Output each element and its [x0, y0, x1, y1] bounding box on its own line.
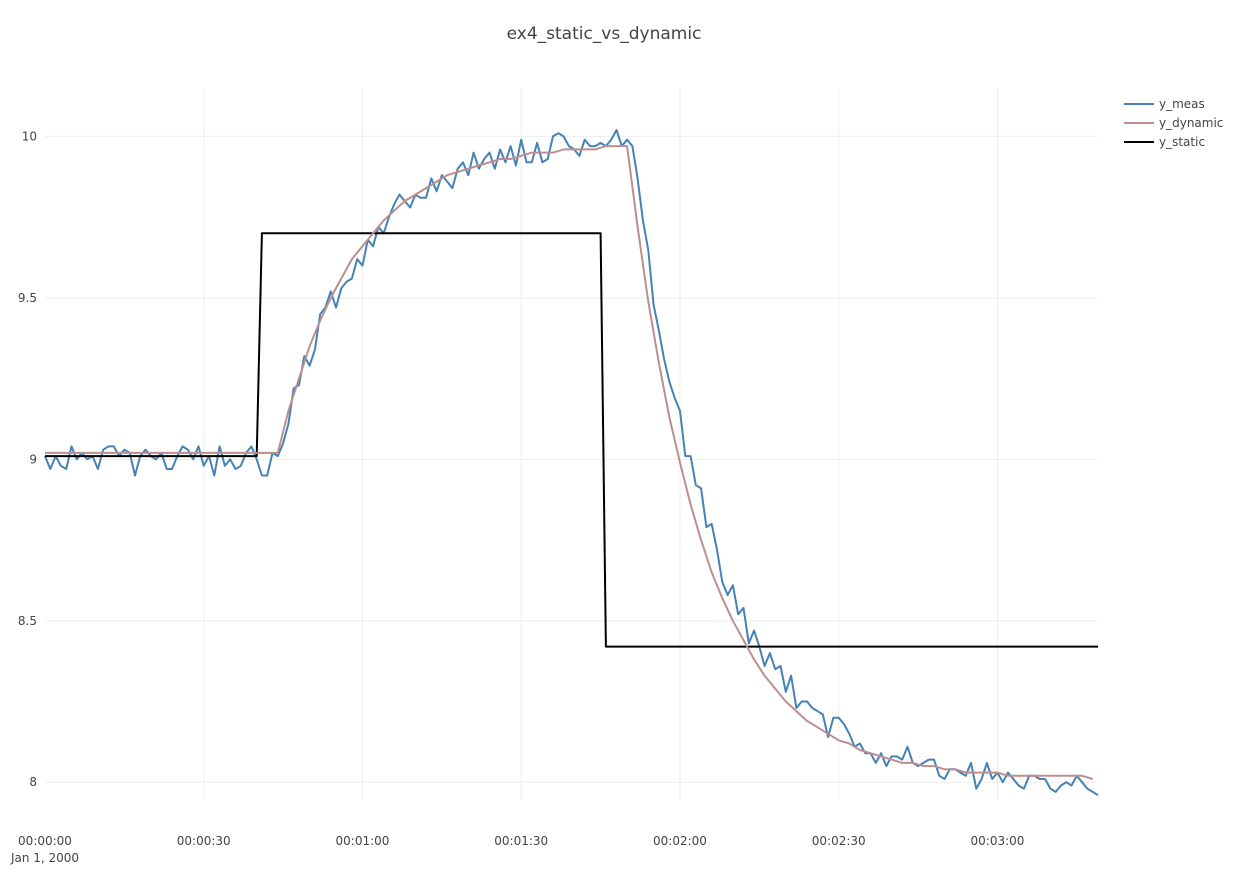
legend-item-y-meas[interactable]: y_meas: [1124, 97, 1205, 111]
legend-label: y_meas: [1159, 97, 1205, 111]
x-tick-label: 00:02:00: [653, 834, 707, 848]
legend[interactable]: y_meas y_dynamic y_static: [1124, 97, 1223, 149]
series-lines: [44, 129, 1099, 797]
legend-label: y_static: [1159, 135, 1205, 149]
legend-label: y_dynamic: [1159, 116, 1223, 130]
y-tick-label: 9.5: [18, 291, 37, 305]
x-tick-label: 00:00:30: [177, 834, 231, 848]
series-line-y-dynamic: [45, 145, 1093, 780]
x-tick-label: 00:02:30: [812, 834, 866, 848]
legend-item-y-dynamic[interactable]: y_dynamic: [1124, 116, 1223, 130]
x-tick-label: 00:03:00: [971, 834, 1025, 848]
legend-item-y-static[interactable]: y_static: [1124, 135, 1205, 149]
x-axis-ticks: Jan 1, 2000 00:00:00 00:00:30 00:01:00 00:0…: [10, 834, 1024, 865]
series-line-y-static: [45, 232, 1098, 648]
y-tick-label: 9: [29, 452, 37, 466]
series-line-y-meas: [44, 129, 1099, 797]
y-axis-ticks: 8 8.5 9 9.5 10: [18, 129, 37, 789]
x-tick-label: 00:00:00: [18, 834, 72, 848]
y-tick-label: 8.5: [18, 614, 37, 628]
grid: [45, 88, 1098, 800]
x-tick-label: 00:01:30: [494, 834, 548, 848]
chart-title: ex4_static_vs_dynamic: [507, 24, 702, 44]
x-tick-label: 00:01:00: [336, 834, 390, 848]
x-axis-date-label: Jan 1, 2000: [10, 851, 79, 865]
y-tick-label: 8: [29, 775, 37, 789]
y-tick-label: 10: [22, 129, 37, 143]
